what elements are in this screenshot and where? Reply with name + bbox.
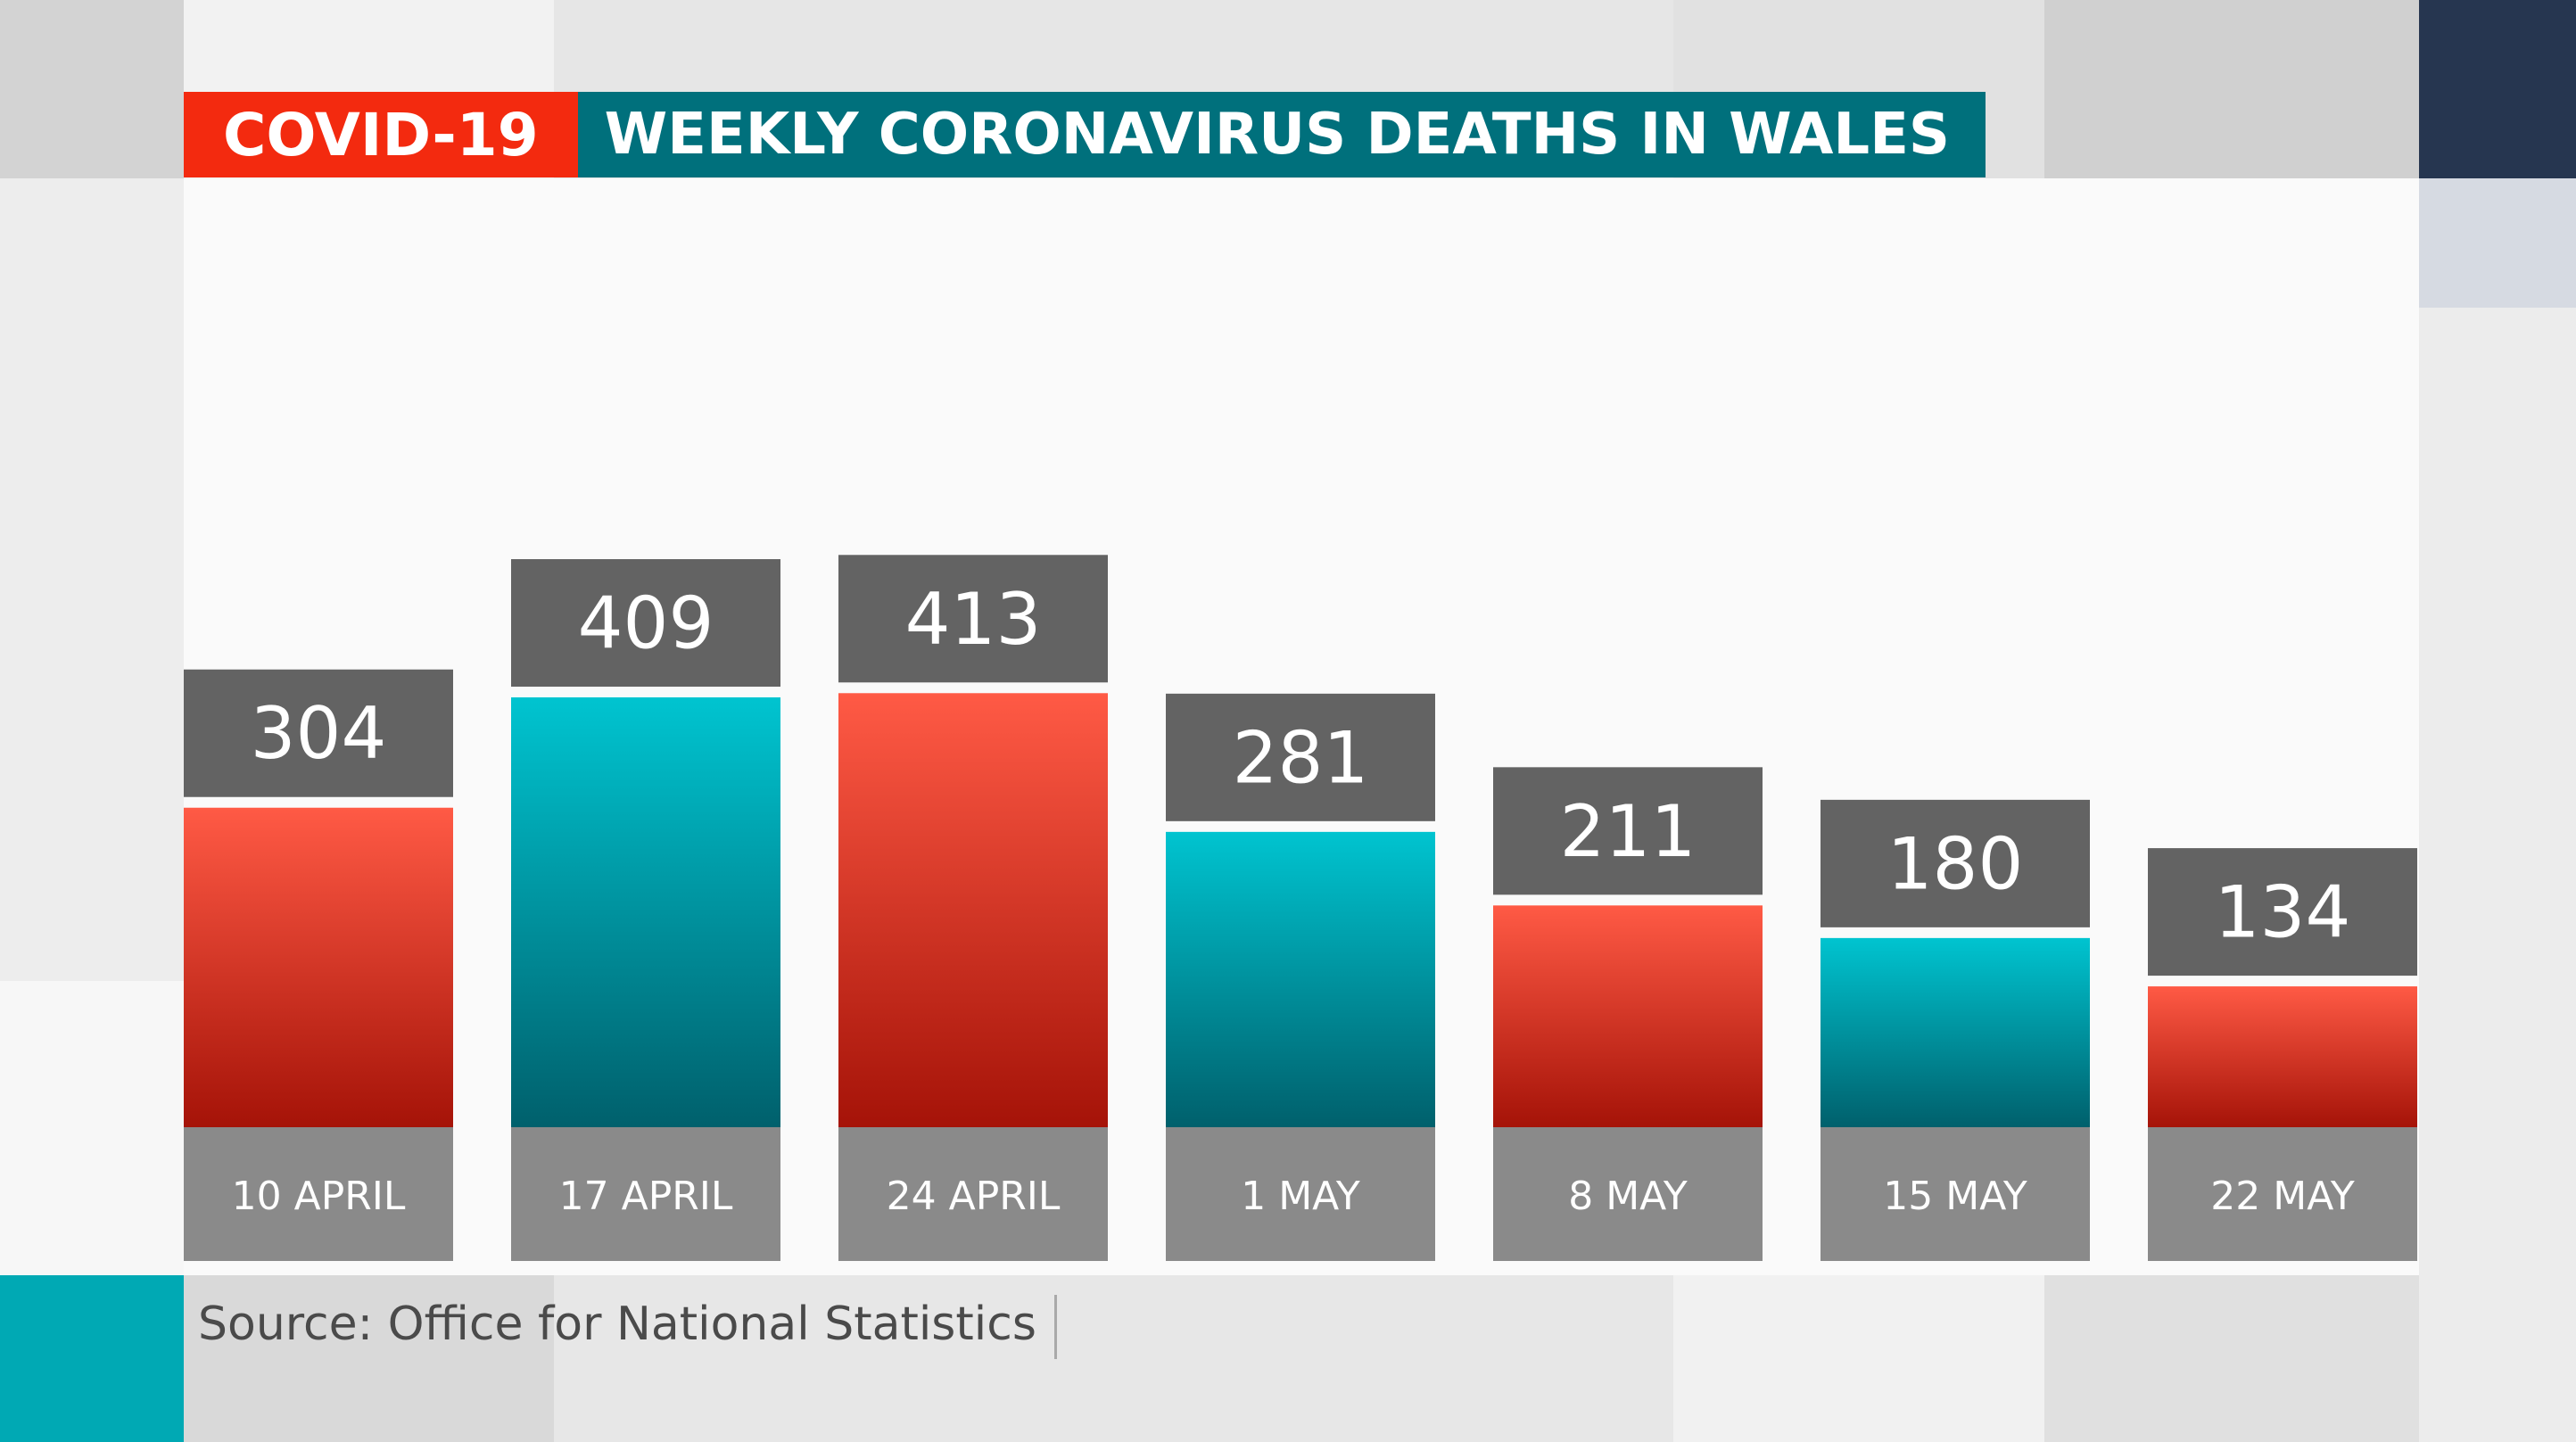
value-label: 281 — [1233, 716, 1369, 799]
chart-header: COVID-19 WEEKLY CORONAVIRUS DEATHS IN WA… — [184, 92, 1986, 177]
category-label: 15 MAY — [1883, 1174, 2027, 1219]
category-label: 24 APRIL — [887, 1174, 1061, 1219]
source-note: Source: Office for National Statistics — [198, 1298, 1036, 1351]
category-label: 1 MAY — [1241, 1174, 1360, 1219]
category-label: 8 MAY — [1568, 1174, 1688, 1219]
bar-10-april — [184, 807, 453, 1127]
value-label: 304 — [251, 692, 387, 775]
bar-22-may — [2148, 986, 2417, 1127]
value-label: 180 — [1887, 822, 2024, 905]
value-box — [838, 555, 1108, 683]
chart-title: WEEKLY CORONAVIRUS DEATHS IN WALES — [577, 92, 1986, 177]
value-label: 413 — [905, 578, 1042, 661]
value-box — [511, 558, 780, 687]
category-box — [838, 1127, 1108, 1261]
category-box — [2148, 1127, 2417, 1261]
value-label: 409 — [578, 581, 714, 664]
category-box — [1493, 1127, 1763, 1261]
value-box — [1821, 799, 2090, 927]
value-box — [1166, 693, 1435, 821]
category-label: 10 APRIL — [232, 1174, 406, 1219]
category-box — [1166, 1127, 1435, 1261]
category-box — [184, 1127, 453, 1261]
bar-15-may — [1821, 937, 2090, 1127]
bar-8-may — [1493, 905, 1763, 1127]
covid-tag: COVID-19 — [184, 92, 578, 177]
category-box — [1821, 1127, 2090, 1261]
source-divider — [1054, 1295, 1057, 1359]
category-box — [511, 1127, 780, 1261]
value-box — [1493, 767, 1763, 895]
category-label: 17 APRIL — [559, 1174, 733, 1219]
bar-1-may — [1166, 831, 1435, 1127]
value-label: 134 — [2215, 871, 2351, 954]
category-label: 22 MAY — [2210, 1174, 2355, 1219]
bar-17-april — [511, 696, 780, 1127]
value-box — [2148, 848, 2417, 976]
bar-24-april — [838, 693, 1108, 1127]
value-label: 211 — [1560, 790, 1697, 873]
value-box — [184, 669, 453, 797]
